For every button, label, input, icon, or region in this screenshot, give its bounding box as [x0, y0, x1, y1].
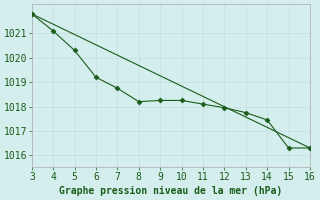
X-axis label: Graphe pression niveau de la mer (hPa): Graphe pression niveau de la mer (hPa) — [59, 186, 283, 196]
